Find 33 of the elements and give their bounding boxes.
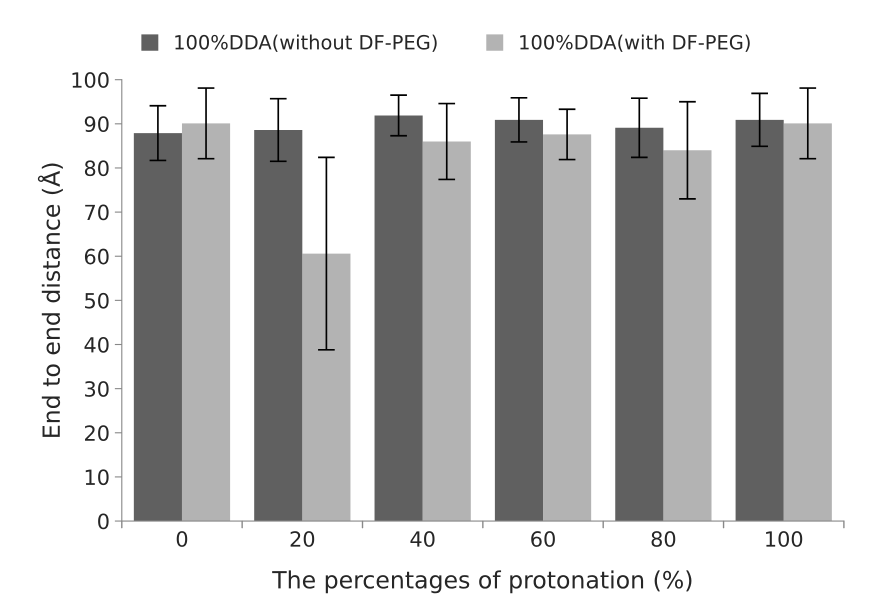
bar [302,254,350,522]
y-tick-label: 40 [84,336,109,353]
legend-label: 100%DDA(with DF-PEG) [520,34,750,52]
bar [736,120,784,522]
bar [615,128,664,522]
y-tick-label: 60 [84,248,109,264]
bar [182,123,230,522]
y-tick-label: 90 [84,116,109,132]
bar [494,120,544,522]
bar [374,115,423,522]
y-tick-label: 0 [98,514,109,530]
bar [784,123,832,522]
x-tick-label: 40 [410,531,435,547]
legend-label: 100%DDA(without DF-PEG) [175,34,437,52]
bar [254,130,302,522]
y-tick-label: 30 [85,381,109,397]
x-tick-label: 100 [766,531,802,547]
y-tick-label: 80 [84,160,109,176]
bar [422,141,471,522]
y-tick-label: 100 [72,72,109,88]
bar [134,133,182,522]
bar [543,134,592,522]
y-tick-label: 20 [85,425,109,441]
x-tick-label: 20 [290,531,314,547]
x-tick-label: 80 [652,531,676,547]
y-tick-label: 70 [85,204,109,220]
x-tick-label: 60 [531,531,555,547]
y-tick-label: 50 [85,292,109,309]
bar [663,150,712,522]
x-tick-label: 0 [176,531,188,547]
y-tick-label: 10 [86,469,109,486]
x-axis-title: The percentages of protonation (%) [272,570,692,594]
y-axis-title: End to end distance (Å) [38,164,63,437]
